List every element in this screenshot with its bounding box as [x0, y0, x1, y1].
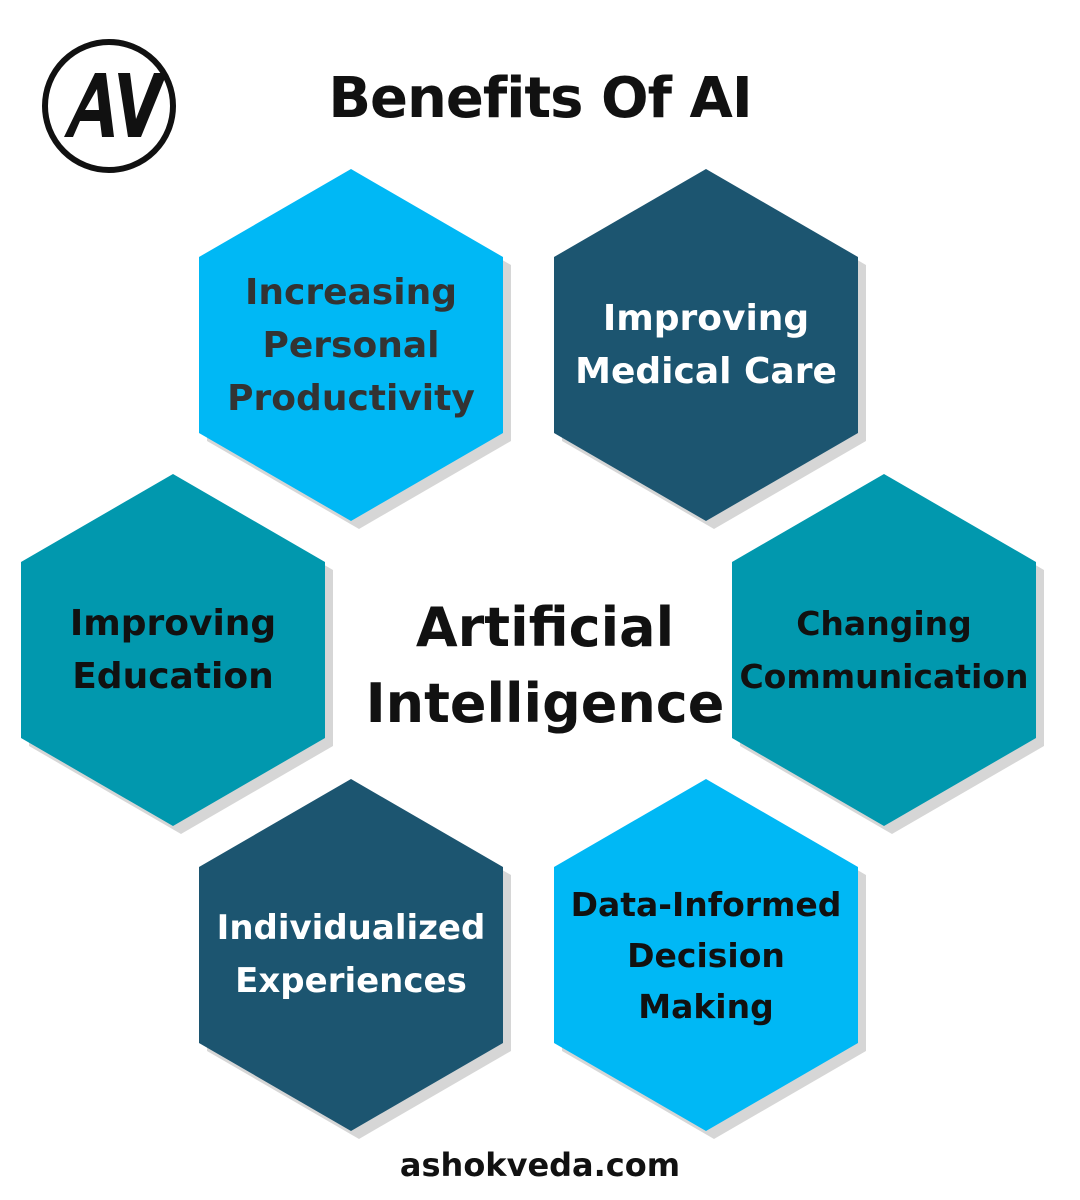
footer-website: ashokveda.com	[399, 1146, 681, 1184]
benefit-label-education: Improving Education	[69, 603, 277, 697]
benefit-hexagon-medical-care: Improving Medical Care	[551, 169, 866, 529]
benefit-hexagon-communication: Changing Communication	[729, 474, 1044, 834]
benefit-label-productivity: Increasing Personal Productivity	[227, 271, 475, 419]
benefit-label-communication: Changing Communication	[739, 604, 1029, 696]
av-logo	[40, 37, 178, 175]
center-label: Artificial Intelligence	[365, 596, 725, 735]
benefit-hexagon-experiences: Individualized Experiences	[196, 779, 511, 1139]
benefit-hexagon-decision-making: Data-Informed Decision Making	[551, 779, 866, 1139]
benefit-label-medical-care: Improving Medical Care	[575, 298, 837, 392]
page-title: Benefits Of AI	[328, 66, 752, 131]
benefit-hexagon-productivity: Increasing Personal Productivity	[196, 169, 511, 529]
benefit-label-experiences: Individualized Experiences	[216, 908, 486, 1001]
benefit-label-decision-making: Data-Informed Decision Making	[570, 884, 842, 1026]
benefit-hexagon-education: Improving Education	[18, 474, 333, 834]
